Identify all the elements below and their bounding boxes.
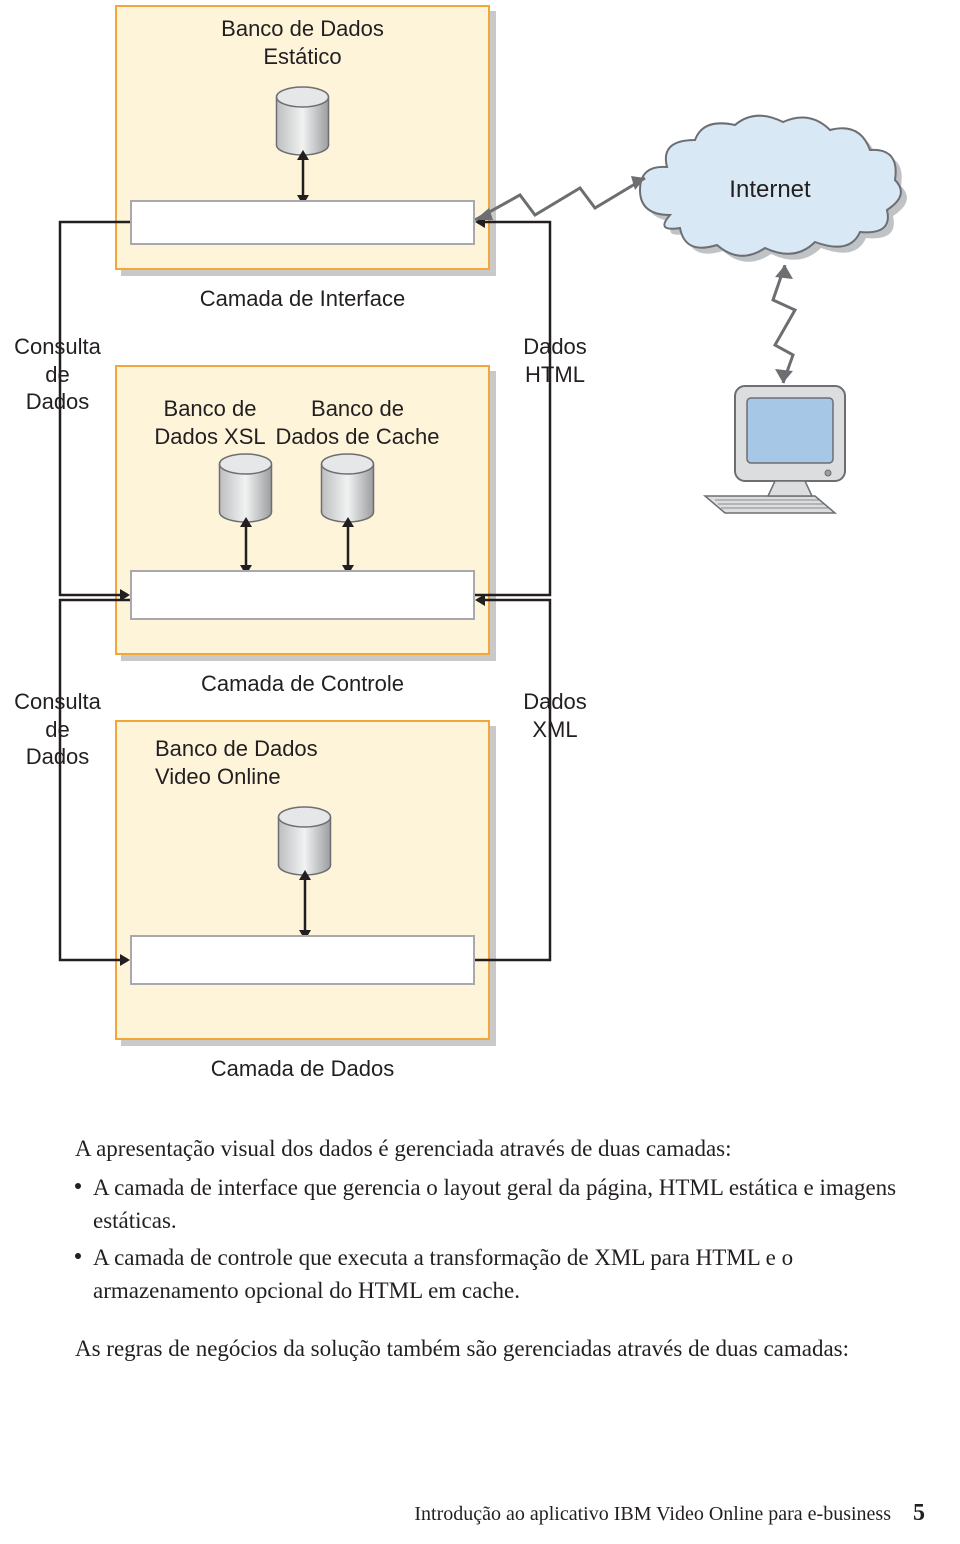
footer-text: Introdução ao aplicativo IBM Video Onlin…: [414, 1503, 891, 1525]
bolt-to-cloud-icon: [475, 170, 660, 230]
panel3-caption: Camada de Dados: [115, 1055, 490, 1083]
bullet-2-text: A camada de controle que executa a trans…: [93, 1241, 910, 1308]
bullet-dot-icon: [75, 1253, 81, 1259]
bullet-1-text: A camada de interface que gerencia o lay…: [93, 1171, 910, 1238]
paragraph-1: A apresentação visual dos dados é gerenc…: [75, 1132, 895, 1165]
paragraph-2: As regras de negócios da solução também …: [75, 1332, 910, 1365]
bullet-dot-icon: [75, 1183, 81, 1189]
footer: Introdução ao aplicativo IBM Video Onlin…: [75, 1500, 925, 1527]
computer-icon: [700, 378, 870, 518]
connector-lines: [0, 0, 620, 1050]
bullet-1: A camada de interface que gerencia o lay…: [75, 1167, 910, 1238]
diagram-canvas: Banco de DadosEstático Camada de Interfa…: [0, 0, 960, 1544]
bolt-to-computer-icon: [765, 265, 805, 385]
cloud-label: Internet: [700, 175, 840, 205]
bullet-2: A camada de controle que executa a trans…: [75, 1237, 910, 1308]
page-number: 5: [913, 1500, 925, 1526]
